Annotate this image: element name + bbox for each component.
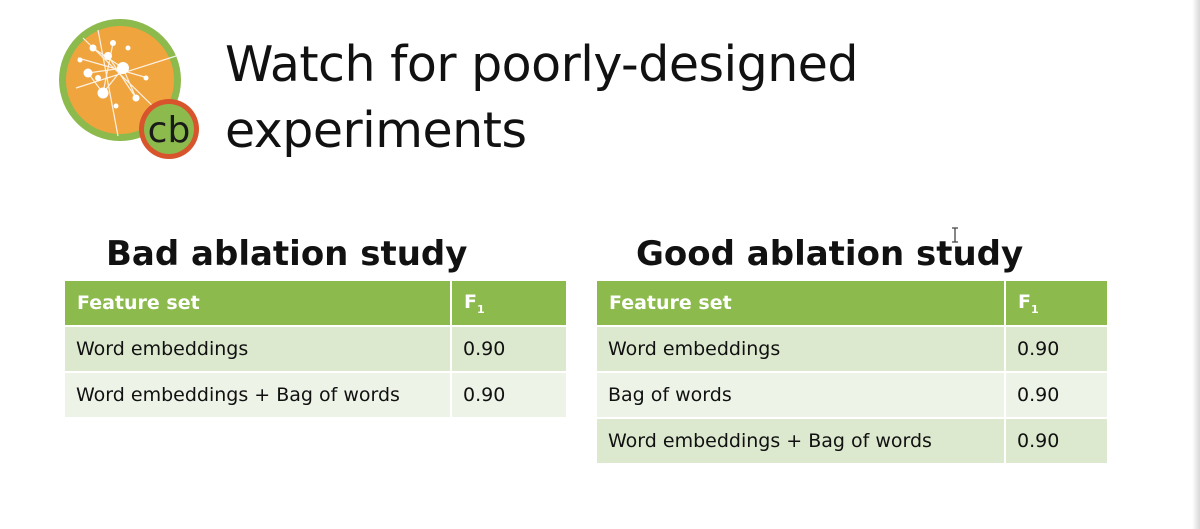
f1-cell: 0.90 [450, 372, 566, 419]
f1-cell: 0.90 [1004, 326, 1107, 373]
slide-title: Watch for poorly-designed experiments [225, 32, 985, 164]
good-study-table: Feature set F1 Word embeddings 0.90 Bag … [597, 281, 1107, 465]
f1-cell: 0.90 [1004, 418, 1107, 465]
header-feature-set: Feature set [597, 281, 1005, 327]
header-f1-letter: F [1018, 290, 1031, 313]
table-header-row: Feature set F1 [597, 281, 1107, 327]
slide-edge-shadow [1192, 0, 1200, 529]
header-feature-set: Feature set [65, 281, 451, 327]
table-row: Word embeddings 0.90 [65, 326, 566, 373]
table-row: Word embeddings 0.90 [597, 326, 1107, 373]
table-row: Word embeddings + Bag of words 0.90 [65, 372, 566, 419]
header-f1-letter: F [464, 290, 477, 313]
good-study-heading: Good ablation study [636, 234, 1024, 274]
feature-cell: Bag of words [597, 372, 1005, 419]
logo-text: cb [148, 110, 191, 151]
header-f1-subscript: 1 [476, 302, 485, 316]
table-row: Bag of words 0.90 [597, 372, 1107, 419]
feature-cell: Word embeddings + Bag of words [597, 418, 1005, 465]
feature-cell: Word embeddings [597, 326, 1005, 373]
header-f1-subscript: 1 [1030, 302, 1039, 316]
f1-cell: 0.90 [1004, 372, 1107, 419]
course-logo-icon: cb [59, 19, 199, 159]
feature-cell: Word embeddings + Bag of words [65, 372, 451, 419]
text-cursor-icon [952, 227, 958, 243]
slide-title-line-1: Watch for poorly-designed [225, 36, 859, 93]
bad-study-heading: Bad ablation study [106, 234, 468, 274]
header-f1: F1 [450, 281, 566, 327]
table-row: Word embeddings + Bag of words 0.90 [597, 418, 1107, 465]
header-f1: F1 [1004, 281, 1107, 327]
table-header-row: Feature set F1 [65, 281, 566, 327]
bad-study-table: Feature set F1 Word embeddings 0.90 Word… [65, 281, 566, 419]
slide-title-line-2: experiments [225, 102, 527, 159]
feature-cell: Word embeddings [65, 326, 451, 373]
f1-cell: 0.90 [450, 326, 566, 373]
